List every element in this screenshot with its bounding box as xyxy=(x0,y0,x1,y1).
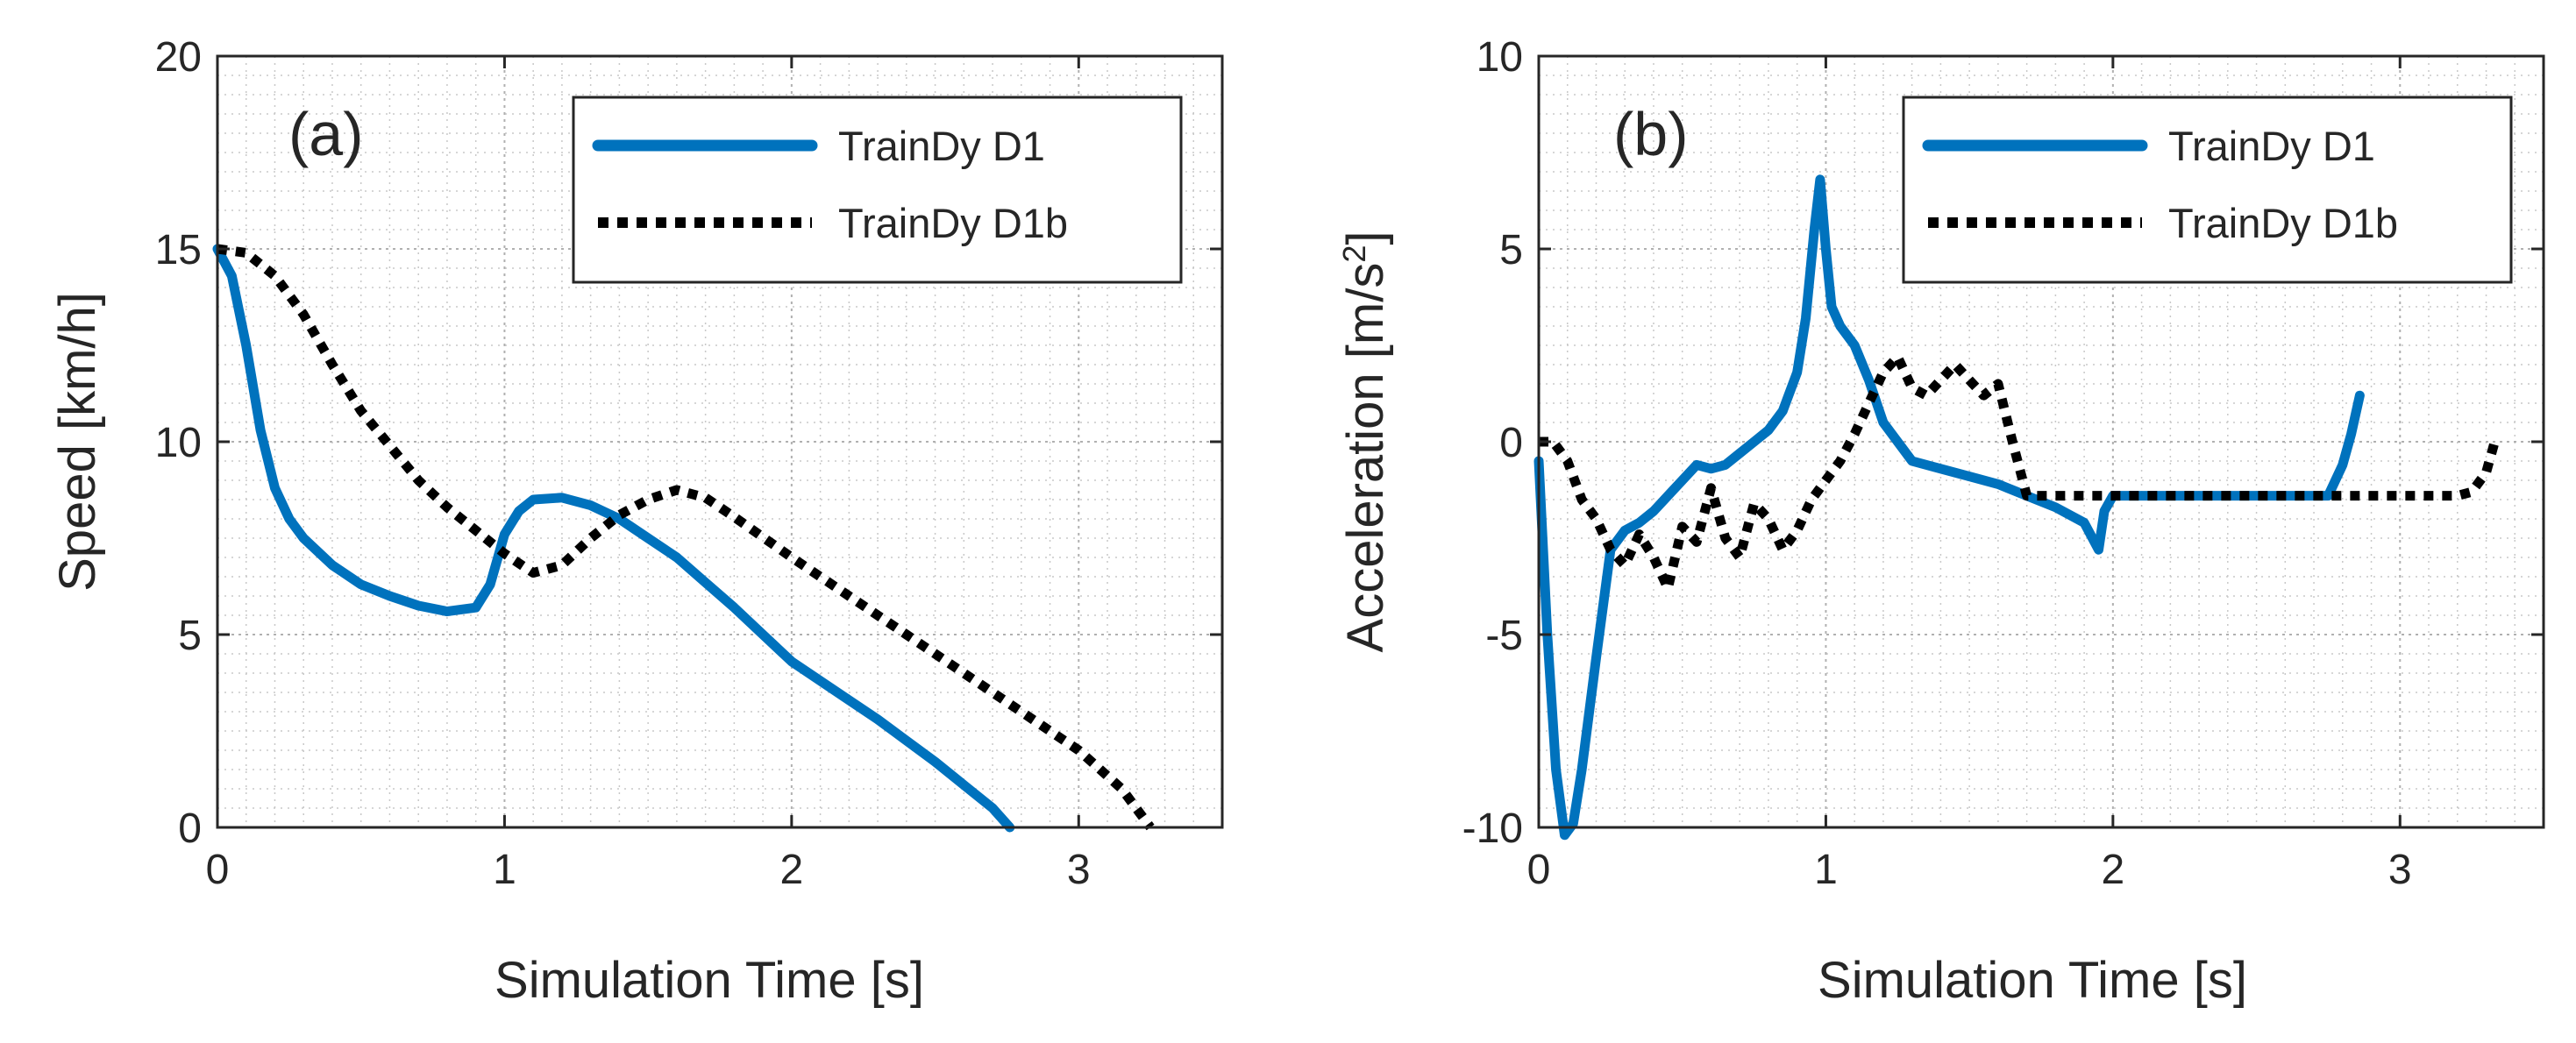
panel-a-xtick-label: 0 xyxy=(206,847,230,893)
panel-a-ytick-label: 20 xyxy=(155,34,202,81)
panel-b-legend-d1b-label: TrainDy D1b xyxy=(2168,200,2398,246)
panel-a-tag: (a) xyxy=(288,100,364,168)
panel-b-legend: TrainDy D1 TrainDy D1b xyxy=(1902,96,2513,284)
panel-a-legend-d1b-label: TrainDy D1b xyxy=(838,200,1068,246)
panel-a-series xyxy=(212,244,1155,833)
panel-b-ytick-label: 5 xyxy=(1499,227,1523,273)
panel-b-xtick-label: 2 xyxy=(2102,847,2125,893)
panel-a-ylabel: Speed [km/h] xyxy=(49,292,106,592)
panel-a-ytick-label: 0 xyxy=(178,805,202,852)
panel-a-ytick-label: 15 xyxy=(155,227,202,273)
panel-a-xtick-label: 2 xyxy=(780,847,804,893)
panel-a-xtick-label: 1 xyxy=(493,847,516,893)
panel-b-xtick-label: 3 xyxy=(2388,847,2412,893)
panel-b-acceleration: 0 1 2 3 -10 -5 0 5 10 (b) TrainDy D1 TrainDy D1b… xyxy=(1336,34,2545,1009)
panel-a-xtick-label: 3 xyxy=(1067,847,1091,893)
panel-b-xlabel: Simulation Time [s] xyxy=(1818,952,2247,1009)
panel-a-legend-d1-label: TrainDy D1 xyxy=(838,123,1045,169)
panel-b-tag: (b) xyxy=(1613,100,1689,168)
panel-b-ytick-label: -10 xyxy=(1462,805,1523,852)
panel-b-legend-box xyxy=(1902,96,2513,284)
panel-a-legend-box xyxy=(572,96,1183,284)
panel-a-legend: TrainDy D1 TrainDy D1b xyxy=(572,96,1183,284)
panel-b-xtick-label: 0 xyxy=(1527,847,1551,893)
panel-a-ytick-label: 5 xyxy=(178,613,202,659)
panel-a-series-d1b-line xyxy=(217,244,1155,831)
panel-b-legend-d1-label: TrainDy D1 xyxy=(2168,123,2375,169)
panel-b-series xyxy=(1534,174,2500,841)
panel-a-xlabel: Simulation Time [s] xyxy=(495,952,924,1009)
panel-b-series-d1-line xyxy=(1534,174,2365,841)
panel-b-xtick-label: 1 xyxy=(1814,847,1838,893)
panel-b-series-d1b-line xyxy=(1539,351,2500,593)
panel-b-ytick-label: 0 xyxy=(1499,420,1523,466)
panel-b-ytick-label: 10 xyxy=(1477,34,1523,81)
panel-a-ticks: 0 1 2 3 0 5 10 15 20 xyxy=(155,34,1222,893)
panel-a-series-d1-line xyxy=(212,244,1015,833)
panel-b-ytick-label: -5 xyxy=(1485,613,1523,659)
panel-b-ticks: 0 1 2 3 -10 -5 0 5 10 xyxy=(1462,34,2544,893)
panel-a-ytick-label: 10 xyxy=(155,420,202,466)
panel-b-ylabel: Acceleration [m/s2] xyxy=(1336,231,1395,653)
